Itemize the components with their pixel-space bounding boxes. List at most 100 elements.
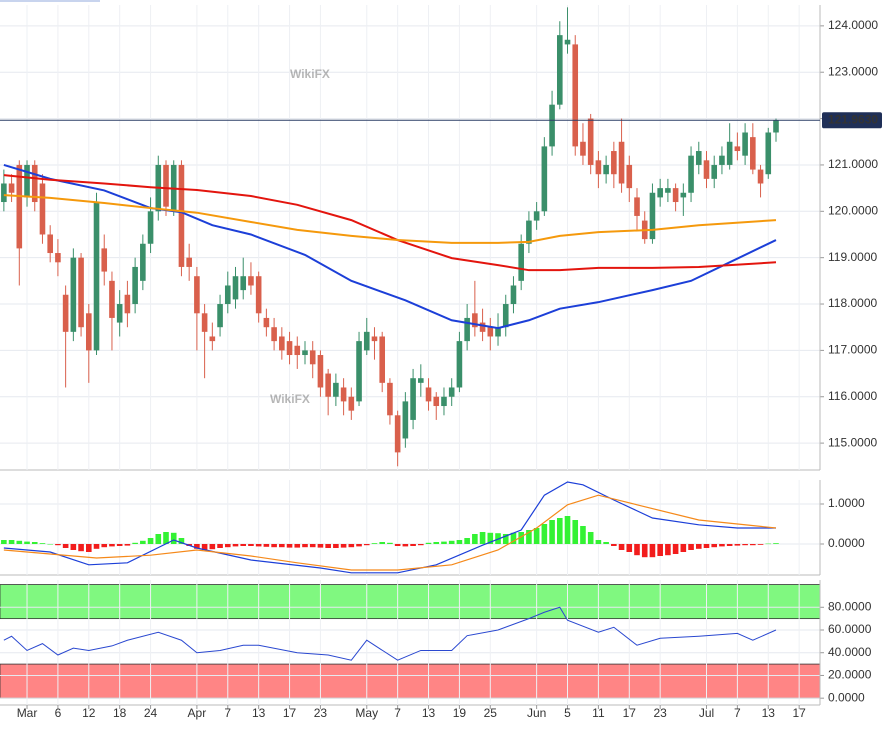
candle-body <box>757 169 764 184</box>
candle-body <box>418 378 424 383</box>
candle-body <box>742 132 748 156</box>
histogram-bar <box>742 544 748 546</box>
candle-body <box>479 322 486 332</box>
x-tick-label: 11 <box>592 706 605 720</box>
candle-body <box>703 160 710 179</box>
candle-body <box>572 44 579 147</box>
histogram-bar <box>695 544 702 549</box>
candle-body <box>255 276 262 314</box>
histogram-bar <box>78 544 84 552</box>
histogram-bar <box>580 526 586 544</box>
histogram-bar <box>317 544 324 548</box>
histogram-bar <box>634 544 640 556</box>
indicator-line <box>3 494 777 571</box>
histogram-bar <box>101 544 108 548</box>
histogram-bar <box>294 544 301 548</box>
x-tick-label: 23 <box>653 706 667 720</box>
x-tick-label: 5 <box>564 706 571 720</box>
histogram-bar <box>641 544 648 558</box>
histogram-bar <box>726 544 733 546</box>
candle-body <box>1 183 7 203</box>
candle-body <box>580 141 586 156</box>
y-tick-label: 1.0000 <box>828 496 865 510</box>
last-price-label: 121.9630 <box>828 112 878 126</box>
histogram-bar <box>163 532 169 544</box>
candle-body <box>541 146 548 212</box>
histogram-bar <box>333 544 339 548</box>
histogram-bar <box>549 520 555 544</box>
x-tick-label: 6 <box>55 706 62 720</box>
candle-body <box>194 276 200 314</box>
y-tick-label: 60.0000 <box>828 622 872 636</box>
histogram-bar <box>132 542 138 544</box>
x-tick-label: 19 <box>453 706 467 720</box>
candle-body <box>564 39 571 45</box>
candle-body <box>711 164 718 179</box>
candle-body <box>495 327 501 337</box>
histogram-bar <box>224 544 231 548</box>
candle-body <box>55 253 61 263</box>
histogram-bar <box>680 544 687 552</box>
candle-body <box>232 276 239 300</box>
candle-body <box>271 327 277 342</box>
histogram-bar <box>611 544 617 546</box>
candle-body <box>209 336 216 342</box>
histogram-bar <box>441 541 447 544</box>
candle-body <box>510 285 517 305</box>
candle-body <box>626 164 633 189</box>
y-tick-label: 120.0000 <box>828 203 878 217</box>
x-tick-label: 17 <box>623 706 637 720</box>
candle-body <box>595 160 602 175</box>
histogram-bar <box>155 534 162 544</box>
histogram-bar <box>325 544 331 548</box>
histogram-bar <box>510 532 517 544</box>
candle-body <box>618 141 625 184</box>
histogram-bar <box>464 538 470 544</box>
candle-body <box>93 202 100 351</box>
x-tick-label: 7 <box>734 706 741 720</box>
candle-body <box>279 336 285 351</box>
histogram-bar <box>178 538 185 544</box>
histogram-bar <box>255 544 262 547</box>
histogram-bar <box>564 516 571 544</box>
candle-body <box>448 387 455 397</box>
histogram-bar <box>672 544 679 554</box>
histogram-bar <box>626 544 633 552</box>
candle-body <box>425 387 432 402</box>
x-tick-label: 7 <box>394 706 401 720</box>
x-tick-label: 13 <box>252 706 266 720</box>
histogram-bar <box>348 544 355 548</box>
candle-body <box>78 257 84 328</box>
candle-body <box>163 164 169 207</box>
y-tick-label: 115.0000 <box>828 435 877 449</box>
x-tick-label: 7 <box>224 706 231 720</box>
candle-body <box>394 415 401 453</box>
histogram-bar <box>502 534 509 544</box>
histogram-bar <box>618 544 625 550</box>
candle-body <box>201 313 208 332</box>
candle-body <box>526 220 532 244</box>
y-tick-label: 123.0000 <box>828 64 878 78</box>
histogram-bar <box>286 544 293 548</box>
candle-body <box>124 294 131 314</box>
y-tick-label: 124.0000 <box>828 18 878 32</box>
x-tick-label: 12 <box>82 706 96 720</box>
candle-body <box>680 192 687 198</box>
histogram-bar <box>209 544 216 550</box>
candle-body <box>116 304 123 323</box>
histogram-bar <box>93 544 100 549</box>
candle-body <box>186 257 192 267</box>
histogram-bar <box>170 532 177 544</box>
histogram-bar <box>55 544 61 546</box>
candle-body <box>286 341 293 356</box>
candle-body <box>487 327 494 337</box>
histogram-bar <box>217 544 223 548</box>
y-tick-label: 20.0000 <box>828 668 872 682</box>
candle-body <box>464 317 470 342</box>
histogram-bar <box>263 544 270 547</box>
x-tick-label: Apr <box>188 706 207 720</box>
histogram-bar <box>518 532 524 544</box>
